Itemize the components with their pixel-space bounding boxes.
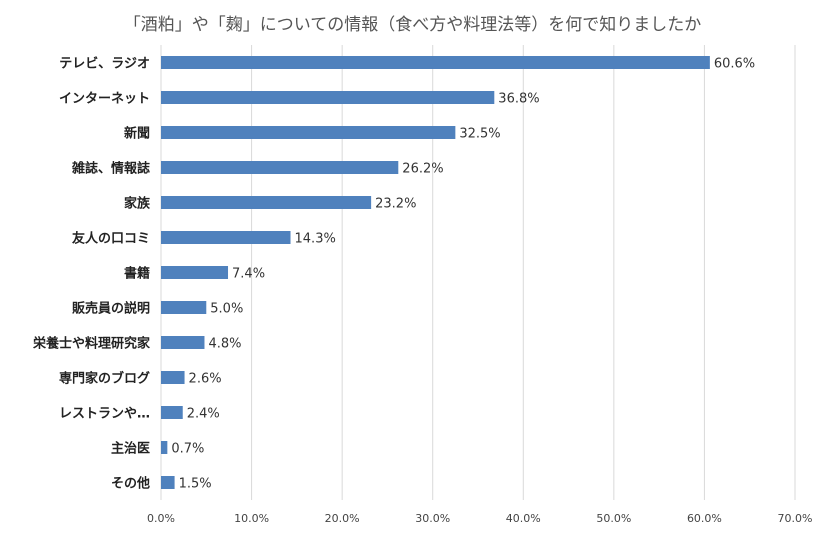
x-tick-label: 50.0% xyxy=(596,512,631,525)
bar xyxy=(161,476,175,489)
data-label: 36.8% xyxy=(498,92,539,107)
x-tick-label: 40.0% xyxy=(506,512,541,525)
category-label: 家族 xyxy=(124,196,151,212)
data-label: 4.8% xyxy=(208,337,241,352)
bar xyxy=(161,336,205,349)
data-label: 0.7% xyxy=(171,442,204,457)
category-label: 新聞 xyxy=(124,126,150,142)
bar xyxy=(161,301,207,314)
category-label: 主治医 xyxy=(111,441,150,457)
x-tick-label: 0.0% xyxy=(147,512,175,525)
category-label: テレビ、ラジオ xyxy=(59,56,150,72)
bar xyxy=(161,406,183,419)
category-label: レストランや… xyxy=(59,407,150,422)
data-label: 23.2% xyxy=(375,197,416,212)
data-label: 60.6% xyxy=(714,57,755,72)
bar xyxy=(161,56,710,69)
x-tick-label: 20.0% xyxy=(325,512,360,525)
data-label: 5.0% xyxy=(210,302,243,317)
data-label: 7.4% xyxy=(232,267,265,282)
x-tick-label: 30.0% xyxy=(415,512,450,525)
category-label: インターネット xyxy=(59,92,150,107)
category-label: 販売員の説明 xyxy=(72,301,150,317)
bar xyxy=(161,161,399,174)
data-label: 26.2% xyxy=(402,162,443,177)
data-label: 2.4% xyxy=(187,407,220,422)
x-tick-label: 60.0% xyxy=(687,512,722,525)
bar xyxy=(161,231,291,244)
chart-title: 「酒粕」や「麹」についての情報（食べ方や料理法等）を何で知りましたか xyxy=(123,15,702,35)
data-label: 14.3% xyxy=(295,232,336,247)
bar xyxy=(161,91,495,104)
bar xyxy=(161,441,168,454)
category-label: 書籍 xyxy=(124,266,150,282)
data-label: 32.5% xyxy=(459,127,500,142)
bar xyxy=(161,371,185,384)
bar xyxy=(161,126,456,139)
category-label: その他 xyxy=(111,476,150,492)
data-label: 1.5% xyxy=(179,477,212,492)
x-tick-label: 10.0% xyxy=(234,512,269,525)
bar xyxy=(161,196,372,209)
category-label: 友人の口コミ xyxy=(72,231,150,247)
category-label: 雑誌、情報誌 xyxy=(71,161,150,177)
bar xyxy=(161,266,229,279)
category-label: 栄養士や料理研究家 xyxy=(32,336,151,352)
x-tick-label: 70.0% xyxy=(778,512,813,525)
data-label: 2.6% xyxy=(189,372,222,387)
category-label: 専門家のブログ xyxy=(59,371,150,387)
